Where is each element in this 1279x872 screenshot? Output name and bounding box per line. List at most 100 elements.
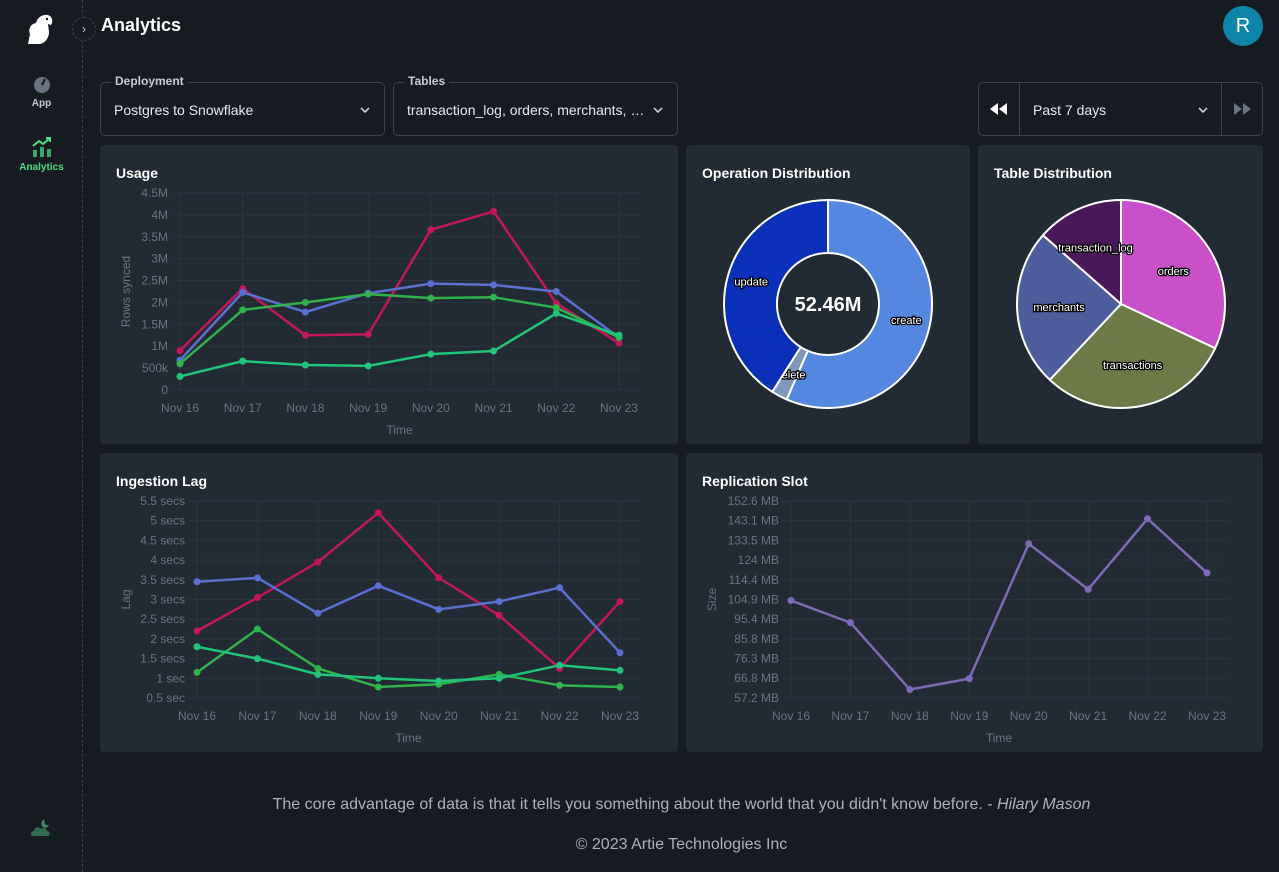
data-point <box>193 627 201 635</box>
y-tick-label: 3.5M <box>141 230 168 244</box>
x-tick-label: Nov 20 <box>1010 709 1048 723</box>
series-line <box>790 517 1208 691</box>
x-tick-label: Nov 16 <box>772 709 810 723</box>
data-point <box>435 605 443 613</box>
pie-slice <box>1041 198 1122 307</box>
pie-slice <box>1048 302 1217 409</box>
y-tick-label: 500k <box>142 361 169 375</box>
pie-slice <box>1120 198 1226 350</box>
y-tick-label: 3 secs <box>150 593 185 607</box>
x-tick-label: Nov 22 <box>537 401 575 415</box>
y-tick-label: 85.8 MB <box>734 632 779 646</box>
x-axis-label: Time <box>986 731 1013 745</box>
data-point <box>239 357 247 365</box>
y-tick-label: 152.6 MB <box>728 494 779 508</box>
chart-icon <box>31 137 51 157</box>
usage-card: Usage 0 500k 1M 1.5M 2M 2.5M 3M 3.5M 4M 4.5M Nov 1… <box>100 145 678 444</box>
range-select[interactable]: Past 7 days <box>1020 83 1222 135</box>
data-point <box>314 609 322 617</box>
collapse-sidebar-button[interactable]: › <box>72 17 96 41</box>
date-range-picker: Past 7 days <box>978 82 1263 136</box>
y-tick-label: 2.5 secs <box>140 612 185 626</box>
y-tick-label: 143.1 MB <box>728 514 779 528</box>
y-tick-label: 114.4 MB <box>729 573 779 587</box>
data-point <box>427 226 435 234</box>
data-point <box>374 674 382 682</box>
logo-icon[interactable] <box>22 12 56 46</box>
data-point <box>427 350 435 358</box>
data-point <box>787 597 795 605</box>
data-point <box>253 594 261 602</box>
data-point <box>374 683 382 691</box>
data-point <box>616 597 624 605</box>
x-tick-label: Nov 22 <box>541 709 579 723</box>
data-point <box>314 558 322 566</box>
series-line <box>196 511 621 670</box>
data-point <box>364 362 372 370</box>
x-tick-label: Nov 21 <box>480 709 518 723</box>
data-point <box>616 649 624 657</box>
data-point <box>552 304 560 312</box>
data-point <box>427 294 435 302</box>
data-point <box>253 625 261 633</box>
page-title: Analytics <box>101 15 182 35</box>
tables-value: transaction_log, orders, merchants, … <box>407 102 645 118</box>
slice-label: transactions <box>1103 360 1163 372</box>
rewind-icon <box>990 103 1007 115</box>
sidebar-item-label: Analytics <box>19 162 64 173</box>
y-tick-label: 3.5 secs <box>140 573 185 587</box>
data-point <box>556 661 564 669</box>
x-tick-label: Nov 21 <box>475 401 513 415</box>
series-line <box>196 645 621 683</box>
chevron-right-icon: › <box>82 22 86 36</box>
x-tick-label: Nov 18 <box>299 709 337 723</box>
ingestion-lag-card: Ingestion Lag 0.5 sec 1 sec 1.5 secs 2 secs… <box>100 453 678 752</box>
previous-range-button[interactable] <box>979 83 1020 135</box>
data-point <box>301 361 309 369</box>
x-tick-label: Nov 16 <box>178 709 216 723</box>
y-tick-label: 104.9 MB <box>728 593 779 607</box>
y-tick-label: 66.8 MB <box>734 671 779 685</box>
range-value: Past 7 days <box>1033 102 1107 118</box>
theme-toggle-icon[interactable] <box>29 816 53 840</box>
y-tick-label: 1M <box>151 339 168 353</box>
data-point <box>965 675 973 683</box>
y-tick-label: 1.5M <box>141 317 168 331</box>
center-total-label: 52.46M <box>795 294 862 316</box>
x-tick-label: Nov 17 <box>224 401 262 415</box>
x-tick-label: Nov 23 <box>600 401 638 415</box>
y-tick-label: 4 secs <box>150 553 185 567</box>
avatar[interactable]: R <box>1223 6 1263 46</box>
sidebar-item-analytics[interactable]: Analytics <box>0 136 83 173</box>
x-tick-label: Nov 18 <box>286 401 324 415</box>
y-axis-label: Lag <box>119 589 133 609</box>
usage-chart: 0 500k 1M 1.5M 2M 2.5M 3M 3.5M 4M 4.5M Nov 16 Nov 1… <box>119 186 641 437</box>
data-point <box>1203 569 1211 577</box>
replication-slot-title: Replication Slot <box>702 473 808 489</box>
tables-label: Tables <box>404 74 450 88</box>
deployment-select[interactable]: Deployment Postgres to Snowflake <box>100 74 385 136</box>
deployment-value: Postgres to Snowflake <box>114 102 254 118</box>
slice-label: create <box>891 315 922 327</box>
x-tick-label: Nov 23 <box>1188 709 1226 723</box>
next-range-button[interactable] <box>1221 83 1262 135</box>
series-line <box>179 292 620 365</box>
copyright: © 2023 Artie Technologies Inc <box>575 836 788 853</box>
data-point <box>615 339 623 347</box>
x-tick-label: Nov 16 <box>161 401 199 415</box>
y-tick-label: 2M <box>151 295 168 309</box>
data-point <box>1084 585 1092 593</box>
y-tick-label: 124 MB <box>738 553 779 567</box>
data-point <box>364 290 372 298</box>
sidebar-item-app[interactable]: App <box>0 74 83 109</box>
chevron-down-icon <box>1198 107 1208 114</box>
data-point <box>556 584 564 592</box>
tables-select[interactable]: Tables transaction_log, orders, merchant… <box>393 74 678 136</box>
data-point <box>490 281 498 289</box>
quote-author: Hilary Mason <box>997 796 1091 813</box>
data-point <box>193 643 201 651</box>
data-point <box>176 372 184 380</box>
quote: The core advantage of data is that it te… <box>100 796 1263 814</box>
data-point <box>495 611 503 619</box>
y-tick-label: 4.5 secs <box>140 533 185 547</box>
